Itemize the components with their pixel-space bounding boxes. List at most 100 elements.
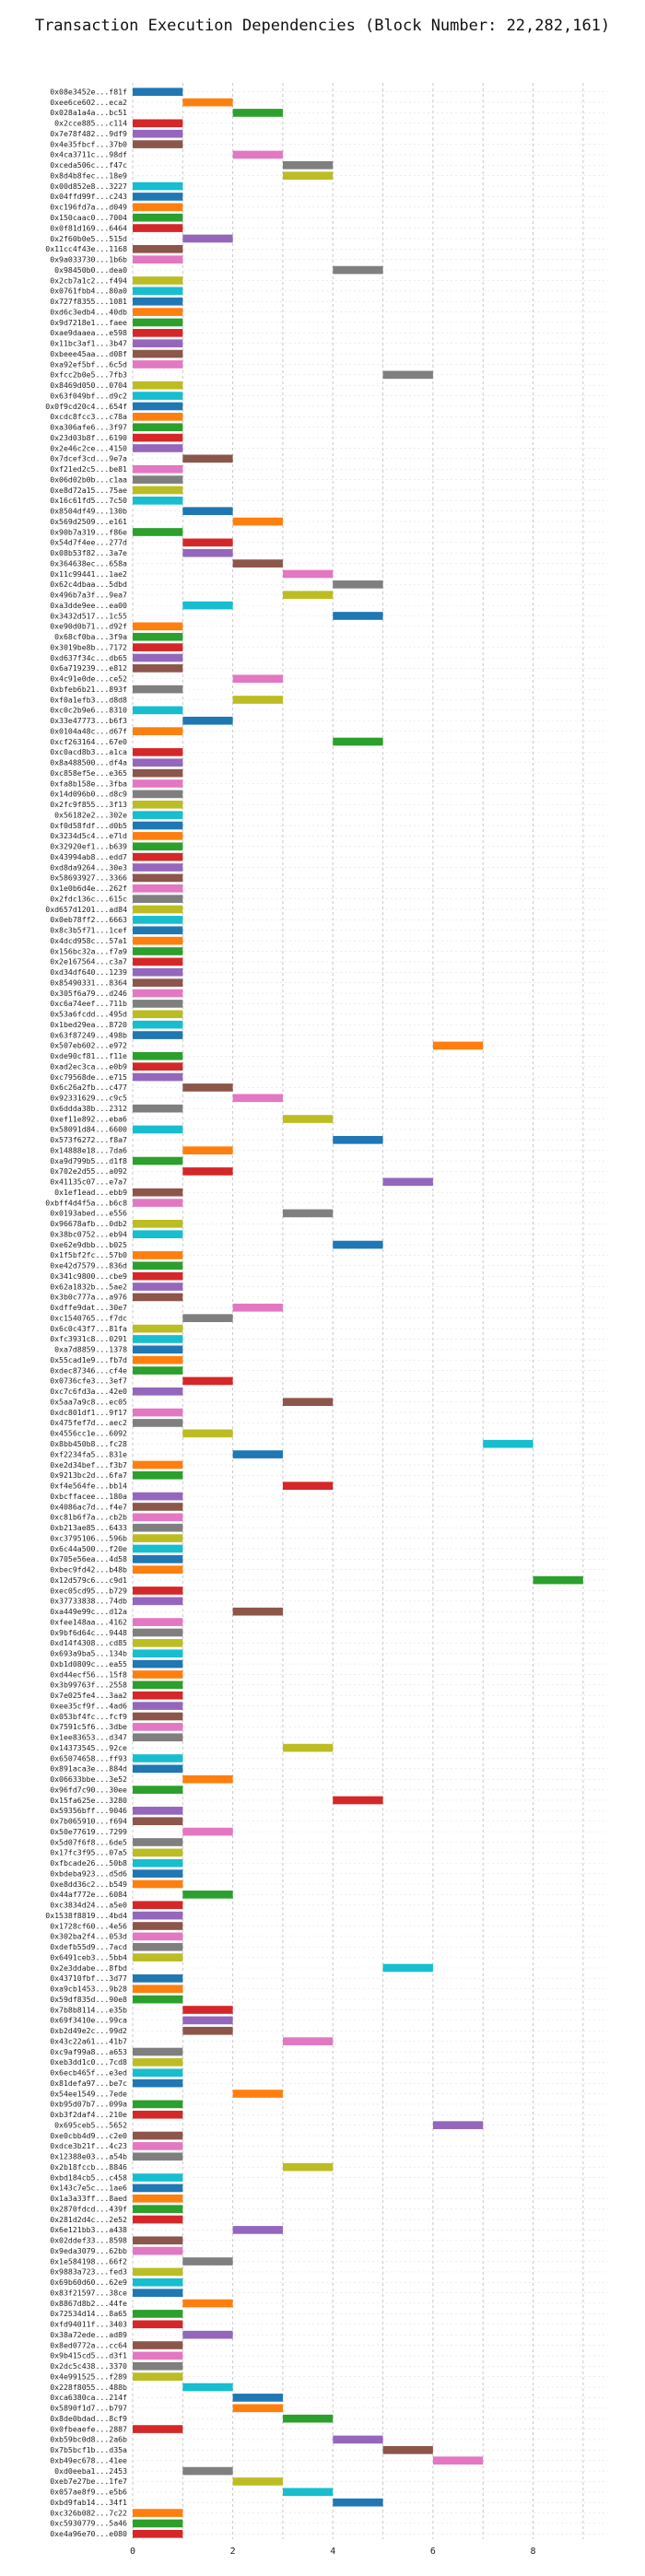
transaction-label: 0x98450b0...dea0 — [54, 265, 127, 275]
transaction-bar — [133, 1618, 183, 1626]
transaction-bar — [432, 1041, 484, 1050]
transaction-label: 0x59df835d...90e8 — [50, 1995, 127, 2004]
transaction-label: 0x8a488500...df4a — [50, 758, 127, 767]
transaction-label: 0xee6ce602...eca2 — [50, 98, 127, 107]
transaction-bar — [133, 2142, 183, 2150]
transaction-bar — [133, 1723, 183, 1731]
transaction-label: 0x507eb602...e972 — [50, 1041, 127, 1050]
transaction-bar — [133, 1230, 183, 1239]
transaction-label: 0xee35cf9f...4ad6 — [50, 1701, 127, 1710]
transaction-bar — [382, 1963, 433, 1973]
transaction-bar — [133, 402, 183, 411]
transaction-label: 0x705e56ea...4d58 — [50, 1554, 127, 1563]
transaction-bar — [133, 1649, 183, 1658]
transaction-label: 0xd14f4308...cd85 — [50, 1638, 127, 1647]
transaction-label: 0x2fdc136c...615c — [50, 894, 127, 903]
transaction-label: 0xa7d8859...1378 — [54, 1345, 127, 1354]
transaction-bar — [133, 140, 183, 148]
transaction-bar — [133, 1366, 183, 1375]
transaction-bar — [133, 1513, 183, 1522]
transaction-bar — [133, 276, 183, 285]
transaction-bar — [232, 1094, 283, 1103]
transaction-label: 0x06633bbe...3e52 — [50, 1774, 127, 1784]
transaction-label: 0x4dcd958c...57a1 — [50, 936, 127, 945]
transaction-label: 0xe4a96e70...e080 — [50, 2529, 127, 2538]
transaction-label: 0x12388e03...a54b — [50, 2152, 127, 2161]
transaction-label: 0xc196fd7a...d049 — [50, 203, 127, 212]
transaction-bar — [133, 1251, 183, 1259]
transaction-bar — [133, 287, 183, 296]
transaction-bar — [133, 2425, 183, 2433]
transaction-label: 0x37733838...74db — [50, 1597, 127, 1606]
transaction-label: 0x150caac0...7004 — [50, 213, 127, 222]
transaction-bar — [133, 936, 183, 945]
transaction-bar — [182, 1891, 233, 1899]
transaction-label: 0x6c0c43f7...81fa — [50, 1324, 127, 1333]
transaction-bar — [333, 2498, 383, 2507]
transaction-bar — [133, 1869, 183, 1878]
transaction-bar — [133, 2068, 183, 2078]
transaction-label: 0xf21ed2c5...be81 — [50, 464, 127, 474]
transaction-label: 0xc3834d24...a5e0 — [50, 1901, 127, 1910]
transaction-label: 0x11c99441...1ae2 — [50, 569, 127, 579]
transaction-label: 0x7b065910...f694 — [50, 1817, 127, 1826]
transaction-label: 0x0f9cd20c4...654f — [45, 402, 127, 411]
transaction-bar — [182, 601, 233, 610]
transaction-label: 0x8bb450b8...fc28 — [50, 1439, 127, 1448]
transaction-label: 0x55cad1e9...fb7d — [50, 1355, 127, 1364]
transaction-label: 0x8de0bdad...8cf9 — [50, 2414, 127, 2423]
transaction-label: 0x4e991525...f289 — [50, 2371, 127, 2381]
transaction-label: 0x9213bc2d...6fa7 — [50, 1470, 127, 1480]
transaction-label: 0x11cc4f43e...1168 — [45, 244, 127, 253]
transaction-bar — [232, 559, 283, 568]
transaction-bar — [133, 1995, 183, 2004]
transaction-bar — [133, 1985, 183, 1994]
transaction-bar — [133, 1942, 183, 1951]
transaction-bar — [133, 245, 183, 253]
transaction-label: 0x9eda3079...62bb — [50, 2246, 127, 2255]
transaction-bar — [333, 1796, 383, 1805]
transaction-bar — [282, 171, 334, 181]
transaction-label: 0x1a3a33ff...8aed — [50, 2194, 127, 2203]
transaction-label: 0x50e77619...7299 — [50, 1827, 127, 1836]
transaction-bar — [133, 2078, 183, 2088]
transaction-label: 0xb1d0809c...ea55 — [50, 1659, 127, 1669]
transaction-label: 0x15fa625e...3280 — [50, 1796, 127, 1805]
transaction-bar — [133, 1523, 183, 1532]
transaction-label: 0x3019be8b...7172 — [50, 642, 127, 651]
transaction-bar — [182, 1376, 233, 1386]
transaction-bar — [133, 967, 183, 977]
transaction-label: 0xbdeba923...d5d6 — [50, 1868, 127, 1878]
transaction-label: 0x7dcef3cd...9e7a — [50, 454, 127, 463]
bars-group — [133, 88, 583, 2538]
transaction-label: 0x0fbeaefe...2887 — [50, 2424, 127, 2433]
transaction-label: 0xae9daaea...e598 — [50, 328, 127, 337]
transaction-label: 0x92331629...c9c5 — [50, 1094, 127, 1103]
transaction-label: 0x8469d050...0704 — [50, 381, 127, 390]
transaction-bar — [133, 1670, 183, 1679]
transaction-label: 0x6ecb465f...e3ed — [50, 2068, 127, 2078]
transaction-label: 0x00d852e8...3227 — [50, 181, 127, 191]
transaction-bar — [182, 1083, 233, 1092]
transaction-label: 0xd637f34c...db65 — [50, 653, 127, 662]
transaction-label: 0x695ceb5...5652 — [54, 2120, 127, 2129]
transaction-bar — [282, 2037, 334, 2045]
x-tick-label: 2 — [230, 2547, 236, 2557]
transaction-label: 0xcf263164...67e0 — [50, 737, 127, 746]
transaction-bar — [182, 716, 233, 725]
transaction-bar — [182, 2006, 233, 2014]
transaction-bar — [133, 2320, 183, 2329]
transaction-bar — [133, 497, 183, 505]
transaction-label: 0xbd9fab14...34f1 — [50, 2498, 127, 2507]
transaction-label: 0x23d03b8f...6190 — [50, 433, 127, 442]
transaction-bar — [133, 2529, 183, 2538]
transaction-bar — [133, 486, 183, 495]
transaction-label: 0x54d7f4ee...277d — [50, 538, 127, 547]
transaction-bar — [133, 1345, 183, 1354]
transaction-label: 0x6ddda38b...2312 — [50, 1104, 127, 1113]
transaction-bar — [133, 2194, 183, 2203]
transaction-bar — [133, 1953, 183, 1961]
transaction-label: 0xa9cb1453...9b28 — [50, 1985, 127, 1994]
transaction-label: 0x65074658...ff93 — [50, 1753, 127, 1762]
transaction-bar — [133, 926, 183, 935]
